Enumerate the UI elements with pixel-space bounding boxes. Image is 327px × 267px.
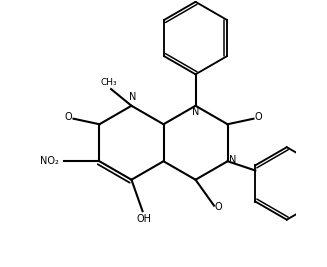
Text: O: O	[65, 112, 73, 122]
Text: N: N	[192, 107, 199, 117]
Text: O: O	[215, 202, 223, 212]
Text: OH: OH	[136, 214, 151, 224]
Text: NO₂: NO₂	[40, 156, 59, 166]
Text: N: N	[229, 155, 236, 165]
Text: CH₃: CH₃	[100, 78, 117, 87]
Text: N: N	[129, 92, 136, 101]
Text: O: O	[254, 112, 262, 122]
